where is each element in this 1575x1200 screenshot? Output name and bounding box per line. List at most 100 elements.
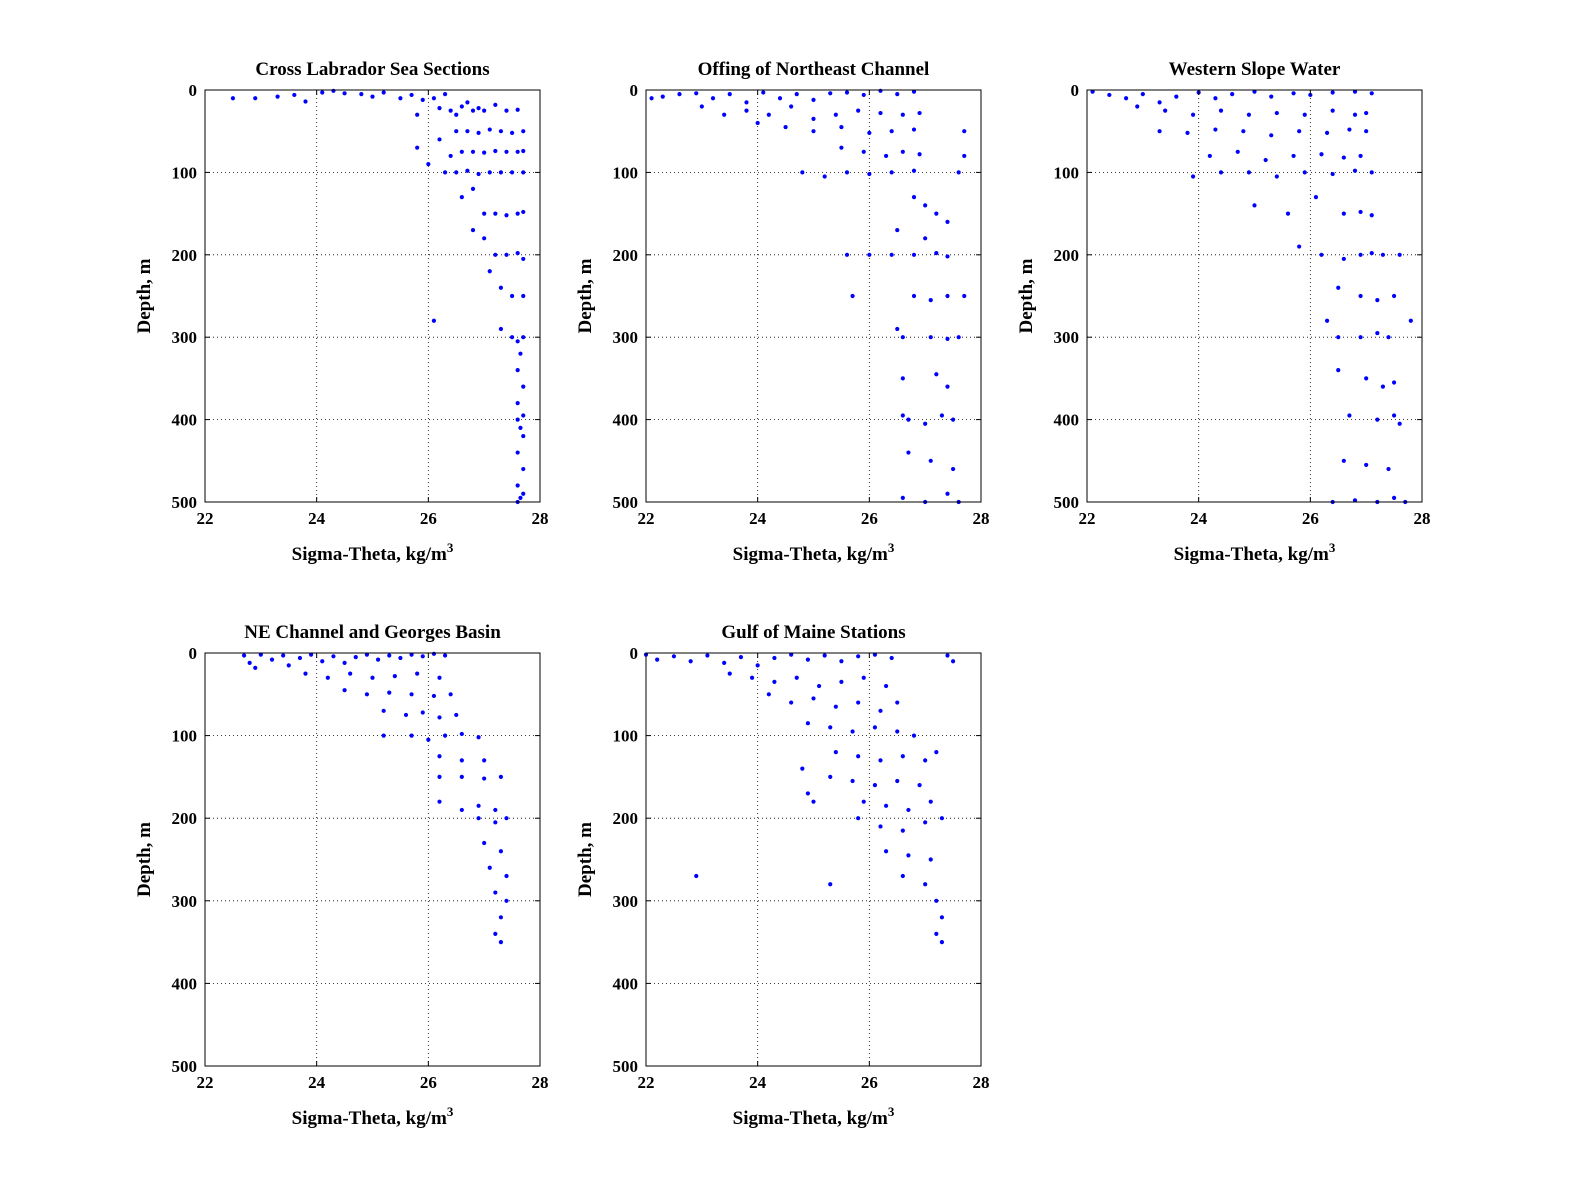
x-tick-label: 22 bbox=[638, 509, 655, 528]
data-point bbox=[878, 824, 883, 829]
data-point bbox=[856, 108, 861, 113]
y-axis-label: Depth, m bbox=[1016, 258, 1037, 333]
data-point bbox=[1297, 244, 1302, 249]
data-point bbox=[1397, 421, 1402, 426]
data-point bbox=[839, 659, 844, 664]
y-tick-label: 100 bbox=[613, 163, 639, 182]
data-point bbox=[1330, 171, 1335, 177]
data-point bbox=[1352, 498, 1358, 503]
data-point bbox=[789, 652, 794, 657]
y-tick-label: 300 bbox=[172, 328, 198, 347]
data-point bbox=[945, 491, 950, 496]
data-point bbox=[498, 285, 504, 290]
x-tick-label: 28 bbox=[973, 1073, 990, 1092]
data-point bbox=[1185, 130, 1190, 135]
x-axis-label: Sigma-Theta, kg/m3 bbox=[1174, 540, 1336, 565]
data-point bbox=[331, 88, 336, 93]
y-tick-label: 500 bbox=[1054, 493, 1080, 512]
data-point bbox=[509, 293, 515, 299]
data-point bbox=[906, 853, 911, 858]
x-axis-label-superscript: 3 bbox=[888, 1104, 895, 1119]
x-tick-label: 28 bbox=[532, 1073, 549, 1092]
data-point bbox=[1291, 153, 1296, 159]
data-point bbox=[1213, 127, 1218, 132]
data-point bbox=[521, 413, 526, 418]
data-point bbox=[409, 652, 414, 657]
data-point bbox=[749, 675, 755, 680]
x-axis-label: Sigma-Theta, kg/m3 bbox=[733, 1104, 895, 1129]
data-point bbox=[515, 251, 520, 256]
y-tick-label: 500 bbox=[613, 493, 639, 512]
y-tick-label: 400 bbox=[1054, 411, 1080, 430]
data-point bbox=[521, 209, 526, 215]
data-point bbox=[437, 774, 442, 780]
data-point bbox=[805, 657, 811, 662]
x-axis-label-text: Sigma-Theta, kg/m bbox=[733, 1108, 888, 1129]
data-point bbox=[1252, 203, 1257, 208]
chart-title: Offing of Northeast Channel bbox=[698, 59, 930, 80]
y-tick-label: 200 bbox=[613, 246, 639, 265]
data-point bbox=[381, 90, 386, 95]
data-point bbox=[856, 754, 861, 759]
data-point bbox=[437, 137, 442, 142]
x-axis-label-superscript: 3 bbox=[447, 540, 454, 555]
data-point bbox=[1246, 170, 1252, 175]
data-point bbox=[454, 112, 459, 117]
data-point bbox=[459, 195, 464, 200]
data-point bbox=[509, 130, 515, 135]
data-point bbox=[1380, 252, 1386, 257]
data-point bbox=[370, 675, 375, 680]
chart-title: Cross Labrador Sea Sections bbox=[255, 59, 489, 80]
data-point bbox=[883, 849, 889, 854]
data-point bbox=[353, 655, 358, 660]
data-point bbox=[872, 725, 878, 730]
data-point bbox=[303, 671, 308, 676]
data-point bbox=[286, 663, 291, 668]
data-point bbox=[504, 816, 509, 821]
data-point bbox=[900, 754, 905, 759]
data-point bbox=[420, 97, 425, 102]
data-point bbox=[518, 425, 523, 430]
data-point bbox=[504, 898, 509, 903]
data-point bbox=[962, 129, 967, 134]
data-point bbox=[521, 466, 526, 472]
data-point bbox=[1135, 104, 1140, 109]
data-point bbox=[895, 326, 900, 332]
data-point bbox=[883, 153, 889, 159]
data-point bbox=[939, 915, 945, 920]
data-point bbox=[482, 150, 487, 155]
data-point bbox=[409, 692, 414, 697]
data-point bbox=[761, 90, 766, 95]
data-point bbox=[655, 657, 660, 662]
data-point bbox=[962, 153, 967, 159]
data-point bbox=[1190, 174, 1196, 179]
y-tick-label: 400 bbox=[613, 974, 639, 993]
y-tick-label: 500 bbox=[172, 1057, 198, 1076]
data-point bbox=[515, 211, 520, 216]
data-point bbox=[398, 96, 403, 101]
data-point bbox=[844, 252, 850, 257]
data-point bbox=[493, 102, 498, 107]
data-point bbox=[1369, 213, 1374, 218]
data-point bbox=[911, 168, 917, 173]
y-tick-label: 100 bbox=[172, 727, 198, 746]
data-point bbox=[1336, 335, 1341, 340]
data-point bbox=[1107, 92, 1112, 98]
data-point bbox=[431, 318, 437, 323]
data-point bbox=[364, 652, 370, 657]
data-point bbox=[498, 774, 504, 780]
data-point bbox=[1302, 112, 1307, 117]
data-point bbox=[431, 693, 437, 699]
data-point bbox=[850, 293, 855, 299]
data-point bbox=[476, 803, 481, 808]
data-point bbox=[426, 162, 431, 167]
data-point bbox=[241, 653, 247, 658]
x-tick-label: 24 bbox=[749, 1073, 767, 1092]
data-point bbox=[1330, 108, 1335, 113]
data-point bbox=[794, 675, 799, 680]
data-point bbox=[934, 898, 939, 903]
y-axis-label: Depth, m bbox=[575, 822, 596, 897]
data-point bbox=[1358, 293, 1363, 299]
data-point bbox=[515, 483, 520, 488]
data-point bbox=[828, 882, 833, 887]
